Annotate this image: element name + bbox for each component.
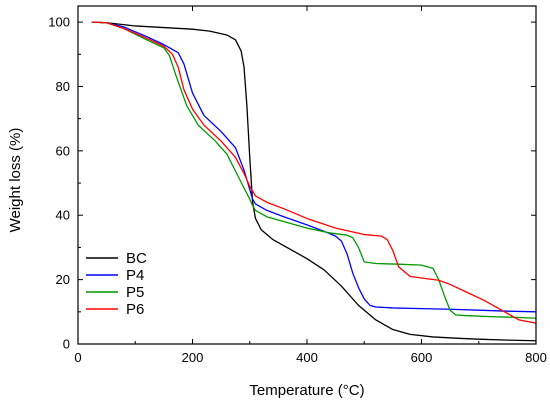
y-tick-label: 100 (48, 15, 70, 30)
x-tick-label: 0 (74, 350, 81, 365)
y-tick-label: 60 (56, 143, 70, 158)
x-tick-label: 400 (296, 350, 318, 365)
x-axis-title: Temperature (°C) (249, 382, 364, 399)
legend-label-p6: P6 (126, 301, 144, 318)
legend-label-p5: P5 (126, 284, 144, 301)
series-line-p6 (91, 21, 537, 324)
y-axis-title: Weight loss (%) (7, 128, 24, 233)
y-tick-label: 80 (56, 79, 70, 94)
plot-area (78, 6, 536, 344)
y-tick-label: 0 (63, 337, 70, 352)
series-line-p4 (91, 21, 537, 313)
ticks: 0 200 400 600 800 0 20 40 60 80 100 (48, 6, 547, 365)
x-tick-label: 200 (182, 350, 204, 365)
series-line-bc (91, 21, 537, 342)
legend-label-bc: BC (126, 250, 147, 267)
series-line-p5 (91, 21, 537, 319)
plot-background (78, 6, 536, 344)
y-tick-label: 40 (56, 208, 70, 223)
x-tick-label: 600 (411, 350, 433, 365)
legend-label-p4: P4 (126, 267, 144, 284)
x-tick-label: 800 (525, 350, 547, 365)
y-tick-label: 20 (56, 272, 70, 287)
series-layer (91, 21, 537, 342)
